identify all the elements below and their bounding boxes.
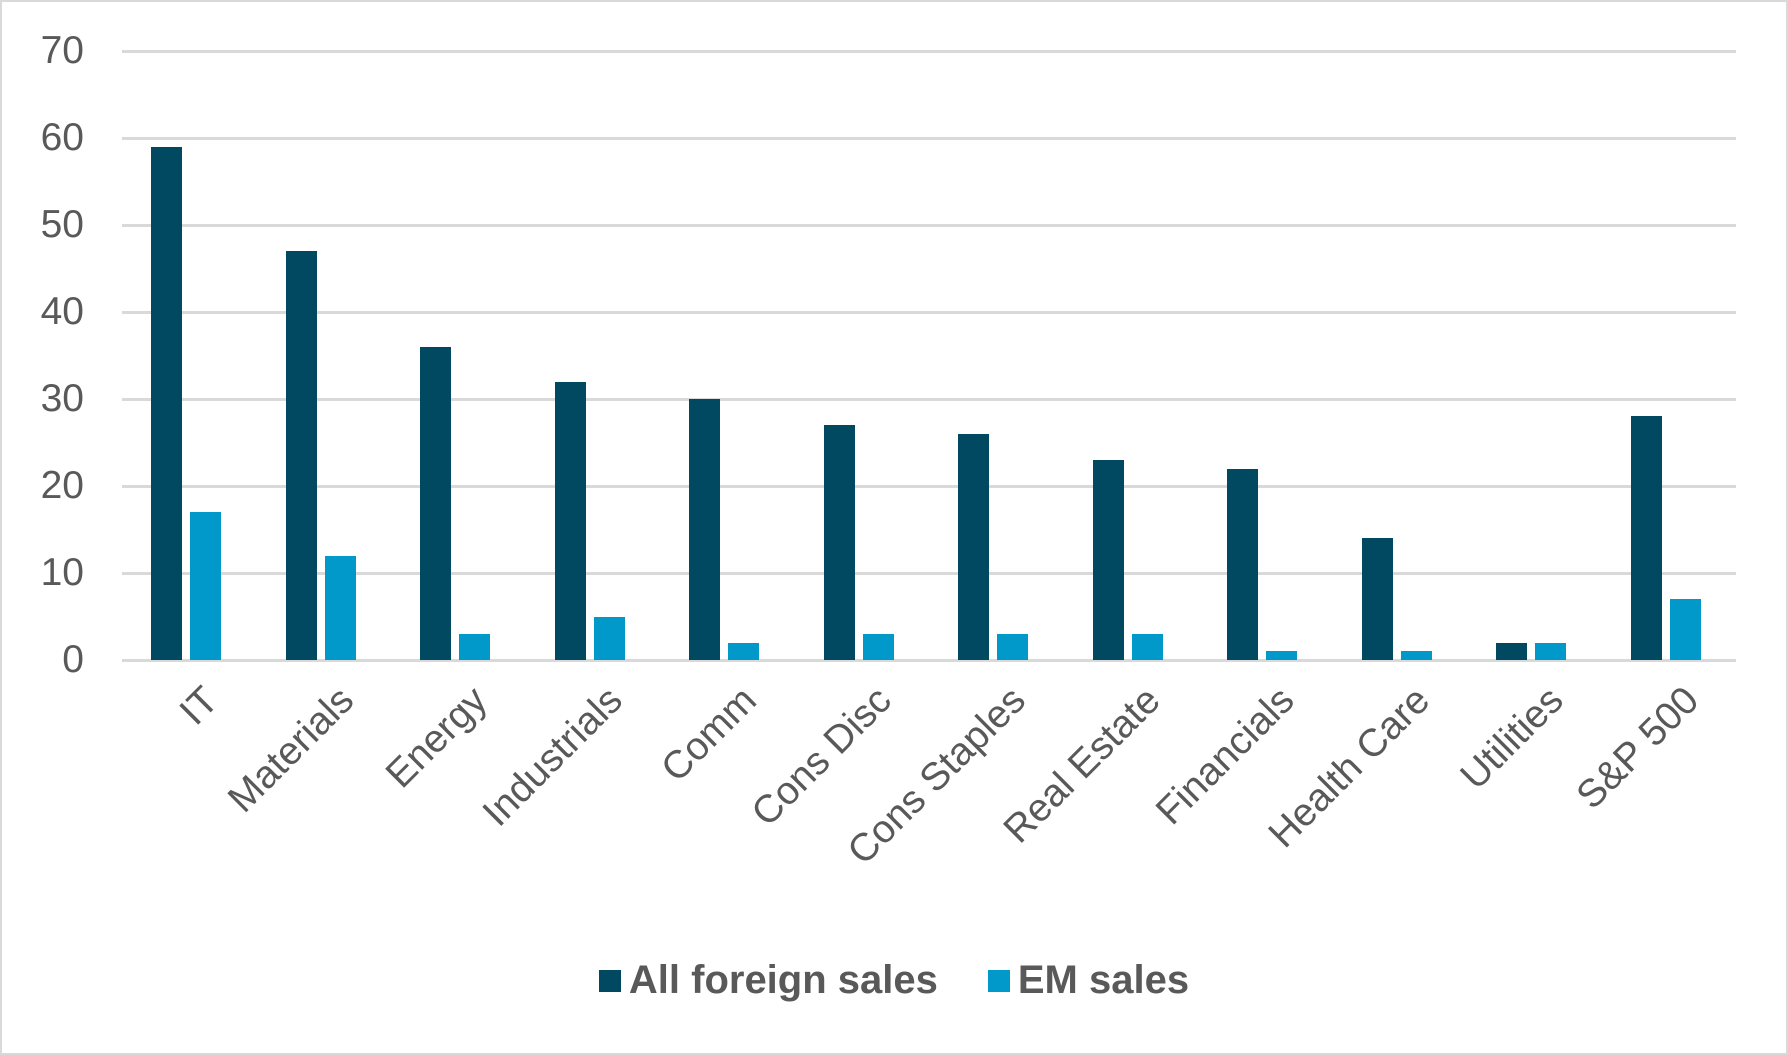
bar-em-sales [593,616,625,660]
bar-all-foreign-sales [1496,642,1528,660]
y-tick-label: 30 [40,377,84,420]
gridline [122,311,1736,314]
y-tick-label: 10 [40,551,84,594]
bar-em-sales [997,633,1029,660]
bar-em-sales [1669,599,1701,660]
y-tick-label: 40 [40,290,84,333]
y-tick-label: 50 [40,203,84,246]
bar-em-sales [190,512,222,660]
gridline [122,398,1736,401]
y-tick-label: 20 [40,464,84,507]
bar-em-sales [459,633,491,660]
gridline [122,137,1736,140]
gridline [122,572,1736,575]
bar-all-foreign-sales [1092,459,1124,660]
bar-all-foreign-sales [285,251,317,660]
legend-item-all-foreign-sales: All foreign sales [598,958,938,1003]
bar-em-sales [1131,633,1163,660]
legend-label: EM sales [1017,958,1190,1002]
bar-all-foreign-sales [1361,538,1393,660]
bar-all-foreign-sales [823,425,855,660]
bar-all-foreign-sales [1630,416,1662,660]
bar-all-foreign-sales [689,399,721,660]
gridline [122,485,1736,488]
gridline [122,224,1736,227]
legend-item-em-sales: EM sales [987,958,1190,1003]
bar-all-foreign-sales [958,433,990,660]
legend-label: All foreign sales [628,958,938,1002]
y-tick-label: 0 [62,638,84,681]
bar-em-sales [1535,642,1567,660]
legend-swatch-all-foreign-sales [598,969,621,992]
bar-all-foreign-sales [420,346,452,660]
bar-em-sales [324,555,356,660]
bar-all-foreign-sales [151,146,183,660]
bar-em-sales [1400,651,1432,660]
bar-all-foreign-sales [1227,468,1259,660]
bar-em-sales [728,642,760,660]
x-axis-line [122,659,1736,662]
gridline [122,50,1736,53]
legend: All foreign sales EM sales [0,958,1788,1003]
legend-swatch-em-sales [987,969,1010,992]
y-tick-label: 60 [40,116,84,159]
bar-em-sales [862,633,894,660]
bar-em-sales [1266,651,1298,660]
y-tick-label: 70 [40,29,84,72]
bar-all-foreign-sales [554,381,586,660]
